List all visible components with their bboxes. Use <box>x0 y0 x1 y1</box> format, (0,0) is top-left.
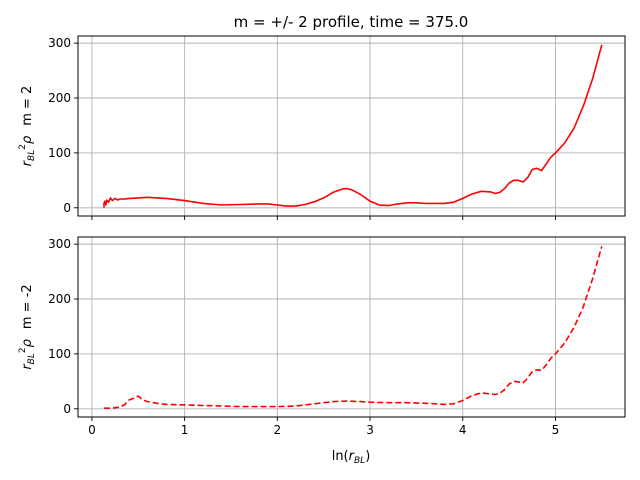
x-tick-label-1: 1 <box>181 423 189 437</box>
bottom-panel-series <box>104 246 603 410</box>
top-panel-ytick-label-1: 100 <box>48 146 71 160</box>
top-panel-grid <box>78 36 625 216</box>
bottom-panel-ytick-label-2: 200 <box>48 292 71 306</box>
top-panel-series <box>103 44 603 208</box>
bottom-panel-ytick-label-3: 300 <box>48 237 71 251</box>
top-panel-ylabel: rBL2ρm = 2 <box>18 86 37 167</box>
top-panel-ytick-label-3: 300 <box>48 36 71 50</box>
bottom-panel-frame <box>77 236 626 418</box>
top-panel-ytick-label-0: 0 <box>63 201 71 215</box>
top-panel-series-line-0 <box>103 44 603 208</box>
x-tick-label-4: 4 <box>459 423 467 437</box>
x-tick-label-3: 3 <box>366 423 374 437</box>
bottom-panel-ticks: 0 1 2 3 4 5 0 100 200 300 <box>48 237 559 437</box>
bottom-panel-ytick-label-0: 0 <box>63 402 71 416</box>
x-tick-label-2: 2 <box>274 423 282 437</box>
bottom-panel: 0 1 2 3 4 5 0 100 200 300 rBL2ρm = -2 <box>18 236 626 437</box>
x-axis-label: ln(rBL) <box>332 449 371 466</box>
top-panel-frame <box>77 35 626 217</box>
x-tick-label-0: 0 <box>88 423 96 437</box>
top-panel-ytick-label-2: 200 <box>48 91 71 105</box>
top-panel-ticks: 0 100 200 300 <box>48 36 556 220</box>
top-panel: 0 100 200 300 rBL2ρm = 2 <box>18 35 626 220</box>
bottom-panel-ylabel: rBL2ρm = -2 <box>18 284 37 369</box>
bottom-panel-grid <box>78 237 625 417</box>
x-tick-label-5: 5 <box>552 423 560 437</box>
chart-title: m = +/- 2 profile, time = 375.0 <box>234 13 469 31</box>
bottom-panel-ytick-label-1: 100 <box>48 347 71 361</box>
bottom-panel-series-line-0 <box>104 246 603 410</box>
